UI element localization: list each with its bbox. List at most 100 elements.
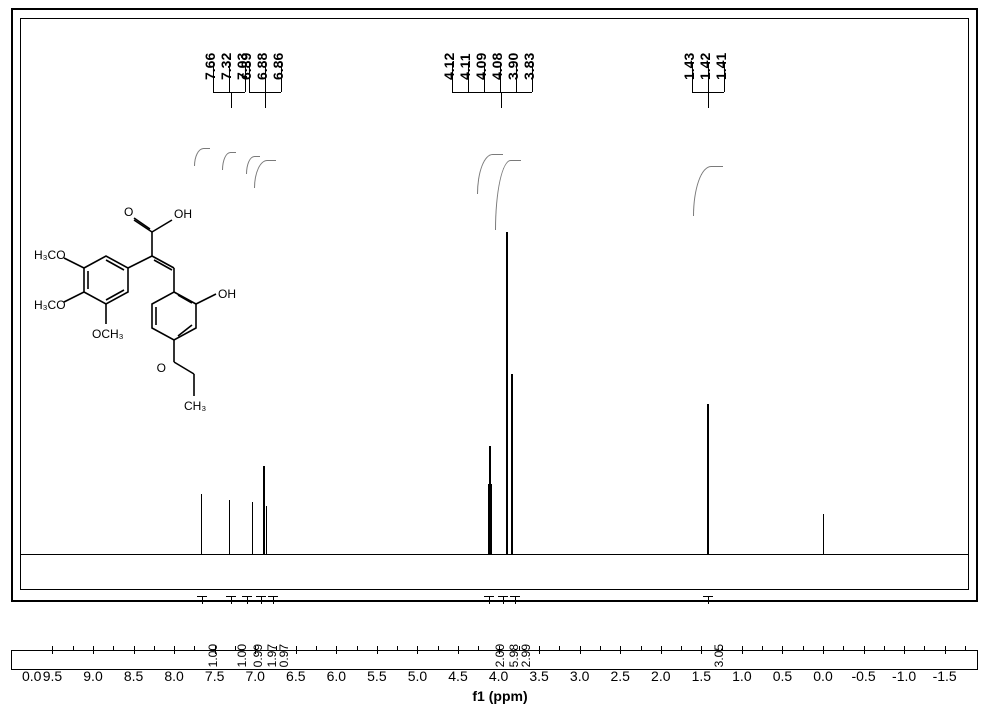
integral-marker-stem	[247, 596, 248, 604]
shift-bracket-stub	[229, 62, 230, 92]
xaxis-title: f1 (ppm)	[472, 688, 527, 704]
xaxis-tick-label: 9.0	[83, 668, 102, 684]
xaxis-minor-tick	[641, 646, 642, 651]
xaxis-tick	[904, 646, 905, 654]
integral-label: 1.00	[206, 644, 220, 667]
shift-bracket-stub	[724, 62, 725, 92]
xaxis-minor-tick	[559, 646, 560, 651]
integral-marker-stem	[273, 596, 274, 604]
xaxis-tick-label: 5.0	[408, 668, 427, 684]
mol-label-oh: OH	[218, 287, 236, 301]
integral-label: 0.97	[277, 644, 291, 667]
integral-marker-stem	[231, 596, 232, 604]
xaxis-minor-tick	[397, 646, 398, 651]
xaxis-minor-tick	[438, 646, 439, 651]
nmr-peak	[511, 374, 513, 554]
xaxis-tick	[93, 646, 94, 654]
xaxis-minor-tick	[194, 646, 195, 651]
xaxis-tick-label: 8.0	[164, 668, 183, 684]
xaxis-tick-label: 3.5	[529, 668, 548, 684]
shift-bracket-stub	[265, 62, 266, 92]
xaxis-tick-label: 6.0	[327, 668, 346, 684]
xaxis-minor-tick	[965, 646, 966, 651]
xaxis-tick	[174, 646, 175, 654]
xaxis-minor-tick	[478, 646, 479, 651]
xaxis-tick-label: 2.0	[651, 668, 670, 684]
xaxis-tick	[539, 646, 540, 654]
integral-label: 2.00	[493, 644, 507, 667]
shift-label: 6.86	[270, 53, 286, 80]
baseline	[20, 554, 969, 555]
integral-marker-stem	[708, 596, 709, 604]
xaxis-tick	[458, 646, 459, 654]
shift-bracket-stub	[708, 62, 709, 92]
xaxis-tick-label: 0.0	[22, 668, 41, 684]
xaxis-minor-tick	[924, 646, 925, 651]
nmr-peak	[506, 232, 508, 554]
nmr-peak	[491, 484, 492, 554]
shift-label: 1.43	[681, 53, 697, 80]
xaxis-minor-tick	[681, 646, 682, 651]
mol-label-o: O	[124, 205, 133, 219]
shift-bracket-stub	[484, 62, 485, 92]
xaxis-minor-tick	[73, 646, 74, 651]
shift-label: 7.32	[218, 53, 234, 80]
shift-bracket-stub	[532, 62, 533, 92]
mol-label-och3-3: OCH₃	[92, 327, 124, 341]
shift-bracket-stub	[281, 62, 282, 92]
mol-label-oh-acid: OH	[174, 207, 192, 221]
nmr-peak	[708, 466, 709, 554]
molecule-structure: H₃CO H₃CO OCH₃ O OH OH O CH₃	[34, 176, 274, 416]
nmr-figure: { "figure": { "width": 1000, "height": 7…	[0, 0, 1000, 707]
shift-bracket-drop	[265, 92, 266, 108]
xaxis-tick	[52, 646, 53, 654]
shift-bracket-stub	[245, 62, 246, 92]
xaxis-tick-label: 4.0	[489, 668, 508, 684]
xaxis-minor-tick	[843, 646, 844, 651]
xaxis-tick	[661, 646, 662, 654]
shift-bracket-drop	[708, 92, 709, 108]
shift-label: 4.12	[441, 53, 457, 80]
shift-bracket-stub	[692, 62, 693, 92]
integral-label: 1.00	[235, 644, 249, 667]
xaxis-tick-label: 6.5	[286, 668, 305, 684]
shift-label: 4.11	[457, 54, 473, 80]
xaxis-minor-tick	[154, 646, 155, 651]
nmr-peak	[266, 506, 267, 554]
integral-curve	[194, 148, 210, 166]
xaxis-tick	[417, 646, 418, 654]
xaxis-tick-label: -0.5	[851, 668, 875, 684]
xaxis-tick-label: 2.5	[610, 668, 629, 684]
shift-bracket-h	[213, 92, 245, 93]
shift-bracket-stub	[452, 62, 453, 92]
shift-label: 3.90	[505, 53, 521, 80]
xaxis-tick-label: 0.0	[813, 668, 832, 684]
xaxis-tick	[620, 646, 621, 654]
xaxis-tick-label: 9.5	[43, 668, 62, 684]
integral-marker-stem	[489, 596, 490, 604]
shift-label: 3.83	[521, 53, 537, 80]
integral-marker-stem	[202, 596, 203, 604]
xaxis-tick	[864, 646, 865, 654]
xaxis-tick	[134, 646, 135, 654]
shift-bracket-stub	[516, 62, 517, 92]
xaxis-tick	[296, 646, 297, 654]
shift-bracket-stub	[213, 62, 214, 92]
integral-curve	[222, 152, 236, 170]
nmr-peak	[263, 466, 265, 554]
shift-label: 1.42	[697, 53, 713, 80]
xaxis-tick-label: -1.5	[933, 668, 957, 684]
shift-bracket-drop	[501, 92, 502, 108]
shift-bracket-stub	[468, 62, 469, 92]
mol-label-och3-2: H₃CO	[34, 298, 66, 312]
xaxis-tick-label: 1.5	[692, 668, 711, 684]
xaxis-minor-tick	[884, 646, 885, 651]
xaxis-tick	[580, 646, 581, 654]
xaxis-tick-label: 1.0	[732, 668, 751, 684]
integral-curve	[693, 166, 723, 216]
xaxis-tick	[377, 646, 378, 654]
integral-label: 3.05	[712, 644, 726, 667]
shift-label: 4.08	[489, 53, 505, 80]
xaxis-minor-tick	[762, 646, 763, 651]
xaxis-tick	[782, 646, 783, 654]
